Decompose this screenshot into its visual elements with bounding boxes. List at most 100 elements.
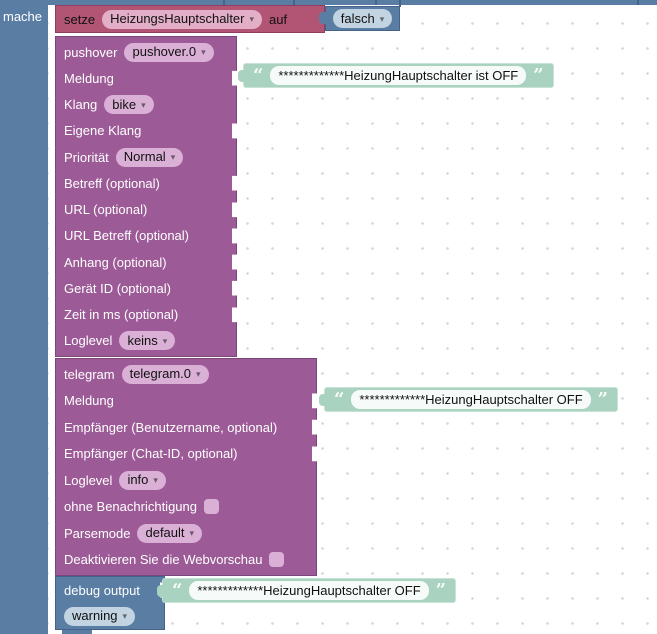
loglevel-label: Loglevel [64, 333, 113, 349]
setze-label: setze [64, 11, 96, 27]
row-betreff: Betreff (optional) [56, 170, 242, 196]
telegram-loglevel-value: info [127, 472, 149, 488]
pushover-title-label: pushover [64, 44, 118, 60]
pushover-block[interactable]: pushover pushover.0 ▾ Meldung Klang bike… [55, 36, 242, 357]
debug-output-label: debug output [64, 582, 140, 598]
auf-label: auf [269, 11, 288, 27]
state-dropdown-value: HeizungsHauptschalter [110, 11, 245, 26]
row-empfaenger-benutzername: Empfänger (Benutzername, optional) [56, 414, 322, 441]
value-socket [232, 202, 242, 218]
telegram-loglevel-label: Loglevel [64, 472, 113, 488]
url-label: URL (optional) [64, 202, 148, 218]
wrapper-block-arm[interactable]: mache [0, 0, 48, 634]
value-socket [312, 419, 322, 435]
loglevel-dropdown[interactable]: keins ▾ [119, 331, 176, 351]
row-telegram-loglevel: Loglevel info ▾ [56, 467, 316, 494]
dropdown-arrow-icon: ▾ [249, 14, 255, 24]
telegram-instance-value: telegram.0 [129, 366, 191, 382]
debug-level-dropdown[interactable]: warning ▾ [64, 606, 136, 626]
header-divider [375, 0, 377, 5]
state-dropdown[interactable]: HeizungsHauptschalter ▾ [102, 9, 263, 29]
debug-output-block[interactable]: debug output warning ▾ [55, 576, 170, 630]
pushover-instance-dropdown[interactable]: pushover.0 ▾ [124, 42, 214, 62]
prioritaet-label: Priorität [64, 149, 109, 165]
row-url: URL (optional) [56, 197, 242, 223]
row-parsemode: Parsemode default ▾ [56, 520, 316, 547]
betreff-label: Betreff (optional) [64, 175, 160, 191]
row-eigene-klang: Eigene Klang [56, 118, 242, 144]
klang-label: Klang [64, 97, 98, 113]
prioritaet-dropdown[interactable]: Normal ▾ [115, 147, 184, 167]
dropdown-arrow-icon: ▾ [162, 335, 168, 346]
quote-close-icon: ” [533, 64, 544, 86]
empfaenger-benutzername-label: Empfänger (Benutzername, optional) [64, 419, 278, 435]
next-statement-tab [62, 630, 92, 634]
pushover-message-string-block[interactable]: “ *************HeizungHauptschalter ist … [238, 63, 554, 88]
quote-open-icon: “ [253, 64, 264, 86]
header-divider [293, 0, 295, 5]
row-debug-output: debug output [56, 577, 170, 603]
setze-block[interactable]: setze HeizungsHauptschalter ▾ auf [55, 5, 325, 33]
row-zeit: Zeit in ms (optional) [56, 302, 242, 328]
row-geraet-id: Gerät ID (optional) [56, 275, 242, 301]
webvorschau-label: Deaktivieren Sie die Webvorschau [64, 552, 263, 568]
prioritaet-value: Normal [123, 149, 166, 165]
row-debug-level: warning ▾ [56, 603, 164, 629]
parsemode-dropdown[interactable]: default ▾ [137, 523, 203, 543]
cropped-block-edge [399, 0, 401, 7]
dropdown-arrow-icon: ▾ [153, 475, 158, 486]
value-socket [232, 70, 242, 86]
webvorschau-checkbox[interactable] [269, 552, 285, 568]
row-telegram-title: telegram telegram.0 ▾ [56, 361, 316, 388]
debug-message-string-block[interactable]: “ *************HeizungHauptschalter OFF … [157, 578, 456, 603]
telegram-message-field[interactable]: *************HeizungHauptschalter OFF [351, 390, 591, 409]
zeit-label: Zeit in ms (optional) [64, 307, 179, 323]
quote-open-icon: “ [172, 579, 183, 601]
dropdown-arrow-icon: ▾ [379, 13, 385, 24]
value-socket [232, 175, 242, 191]
row-empfaenger-chatid: Empfänger (Chat-ID, optional) [56, 441, 322, 468]
dropdown-arrow-icon: ▾ [196, 369, 201, 380]
header-divider [637, 0, 639, 5]
ohne-benachrichtigung-checkbox[interactable] [204, 499, 219, 515]
loglevel-value: keins [127, 332, 158, 348]
row-ohne-benachrichtigung: ohne Benachrichtigung [56, 494, 316, 521]
quote-open-icon: “ [334, 388, 345, 410]
falsch-value-block[interactable]: falsch ▾ [319, 6, 400, 31]
debug-level-value: warning [72, 608, 118, 623]
telegram-block[interactable]: telegram telegram.0 ▾ Meldung Empfänger … [55, 358, 322, 576]
parsemode-label: Parsemode [64, 525, 131, 541]
mache-label: mache [3, 9, 43, 24]
row-anhang: Anhang (optional) [56, 249, 242, 275]
telegram-message-string-block[interactable]: “ *************HeizungHauptschalter OFF … [319, 387, 618, 412]
row-klang: Klang bike ▾ [56, 92, 236, 118]
value-socket [232, 228, 242, 244]
parsemode-value: default [145, 525, 185, 541]
value-socket [232, 123, 242, 139]
value-socket [312, 393, 322, 409]
pushover-message-field[interactable]: *************HeizungHauptschalter ist OF… [270, 66, 527, 85]
telegram-instance-dropdown[interactable]: telegram.0 ▾ [121, 364, 209, 384]
row-meldung: Meldung [56, 65, 242, 91]
row-prioritaet: Priorität Normal ▾ [56, 144, 236, 170]
debug-message-field[interactable]: *************HeizungHauptschalter OFF [189, 581, 429, 600]
falsch-dropdown[interactable]: falsch ▾ [332, 9, 393, 28]
dropdown-arrow-icon: ▾ [170, 152, 176, 163]
value-socket [232, 280, 242, 296]
geraet-id-label: Gerät ID (optional) [64, 280, 171, 296]
klang-value: bike [112, 96, 137, 112]
klang-dropdown[interactable]: bike ▾ [104, 95, 154, 115]
quote-close-icon: ” [597, 388, 608, 410]
row-telegram-meldung: Meldung [56, 388, 322, 415]
quote-close-icon: ” [435, 579, 446, 601]
value-socket [312, 446, 322, 462]
eigene-klang-label: Eigene Klang [64, 123, 142, 139]
meldung-label: Meldung [64, 70, 114, 86]
telegram-title-label: telegram [64, 366, 115, 382]
dropdown-arrow-icon: ▾ [122, 611, 128, 621]
pushover-instance-value: pushover.0 [132, 44, 197, 60]
telegram-loglevel-dropdown[interactable]: info ▾ [119, 470, 166, 490]
dropdown-arrow-icon: ▾ [141, 99, 146, 110]
url-betreff-label: URL Betreff (optional) [64, 228, 190, 244]
row-url-betreff: URL Betreff (optional) [56, 223, 242, 249]
